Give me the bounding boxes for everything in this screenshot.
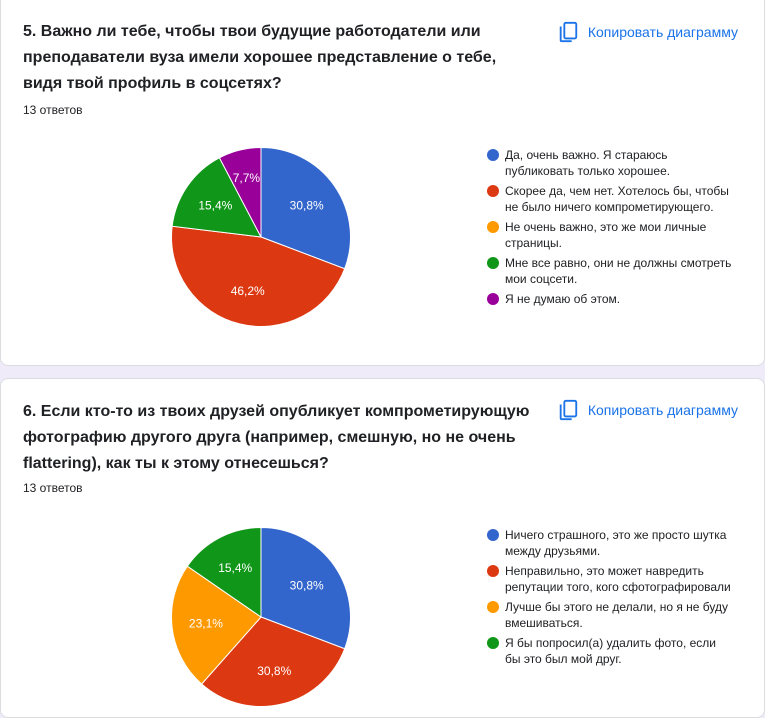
legend-swatch [487,529,499,541]
copy-chart-label: Копировать диаграмму [587,24,738,40]
question-title: 5. Важно ли тебе, чтобы твои будущие раб… [23,23,497,92]
legend-swatch [487,601,499,613]
pie-slice [260,146,351,270]
legend-item: Я не думаю об этом. [487,292,732,308]
legend-item: Да, очень важно. Я стараюсь публиковать … [487,148,732,179]
pie-chart: 30,8% 30,8% 23,1% 15,4% [171,526,351,707]
legend-swatch [487,293,499,305]
question-title: 6. Если кто-то из твоих друзей опубликуе… [23,403,530,472]
legend-item: Ничего страшного, это же просто шутка ме… [487,528,732,559]
legend-label: Не очень важно, это же мои личные страни… [505,220,707,250]
question-card-5: 5. Важно ли тебе, чтобы твои будущие раб… [0,0,765,366]
legend-item: Лучше бы этого не делали, но я не буду в… [487,600,732,631]
slice-label: 30,8% [290,198,324,212]
response-count: 13 ответов [23,103,83,117]
slice-label: 30,8% [257,664,291,678]
chart-legend: Ничего страшного, это же просто шутка ме… [487,528,732,672]
copy-icon [559,21,578,43]
legend-label: Ничего страшного, это же просто шутка ме… [505,528,727,558]
chart-legend: Да, очень важно. Я стараюсь публиковать … [487,148,732,313]
legend-swatch [487,637,499,649]
slice-label: 15,4% [198,198,232,212]
copy-icon [559,399,578,421]
response-count: 13 ответов [23,481,83,495]
copy-chart-button[interactable]: Копировать диаграмму [557,399,738,421]
pie-slice [186,526,262,618]
legend-item: Я бы попросил(а) удалить фото, если бы э… [487,636,732,667]
slice-label: 23,1% [189,617,223,631]
pie-slice [171,225,346,327]
slice-label: 15,4% [218,561,252,575]
slice-label: 7,7% [233,171,261,185]
pie-slice [171,157,262,238]
pie-slice [260,526,351,650]
slice-label: 46,2% [231,284,265,298]
legend-swatch [487,185,499,197]
legend-label: Да, очень важно. Я стараюсь публиковать … [505,148,671,178]
legend-label: Скорее да, чем нет. Хотелось бы, чтобы н… [505,184,729,214]
legend-item: Мне все равно, они не должны смотреть мо… [487,256,732,287]
question-card-6: 6. Если кто-то из твоих друзей опубликуе… [0,378,765,718]
legend-label: Я бы попросил(а) удалить фото, если бы э… [505,636,716,666]
legend-label: Лучше бы этого не делали, но я не буду в… [505,600,729,630]
pie-slice [171,565,262,685]
legend-item: Скорее да, чем нет. Хотелось бы, чтобы н… [487,184,732,215]
legend-label: Мне все равно, они не должны смотреть мо… [505,256,732,286]
legend-swatch [487,565,499,577]
legend-item: Неправильно, это может навредить репутац… [487,564,732,595]
legend-item: Не очень важно, это же мои личные страни… [487,220,732,251]
legend-label: Я не думаю об этом. [505,292,621,306]
legend-swatch [487,257,499,269]
legend-swatch [487,221,499,233]
legend-swatch [487,149,499,161]
pie-slice [218,146,262,238]
slice-label: 30,8% [290,578,324,592]
copy-chart-label: Копировать диаграмму [587,402,738,418]
pie-slice [200,616,346,707]
pie-chart: 30,8% 46,2% 15,4%7,7% [171,146,351,327]
legend-label: Неправильно, это может навредить репутац… [505,564,731,594]
copy-chart-button[interactable]: Копировать диаграмму [557,21,738,43]
